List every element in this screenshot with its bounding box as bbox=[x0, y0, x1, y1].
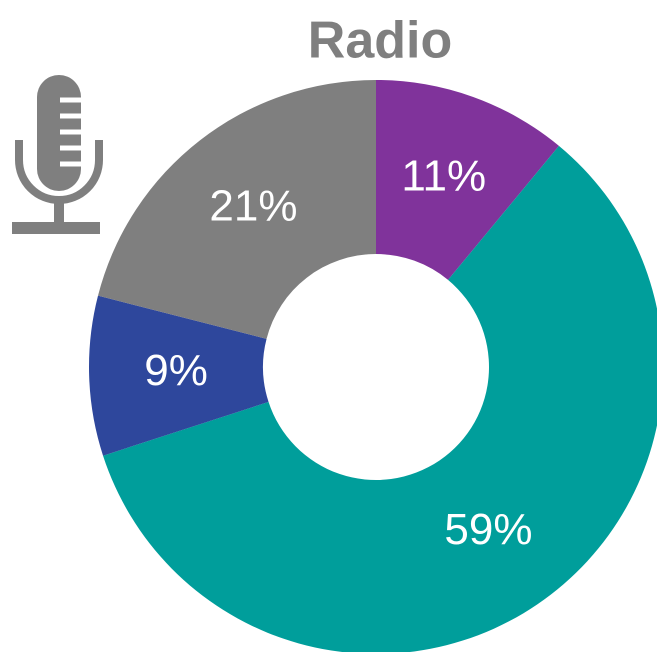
donut-slice bbox=[376, 80, 559, 280]
data-label: 11% bbox=[401, 151, 486, 200]
data-label: 59% bbox=[444, 505, 532, 554]
donut-slice bbox=[103, 145, 657, 652]
donut-slice bbox=[89, 295, 269, 456]
data-label: 9% bbox=[144, 346, 208, 395]
donut-slice bbox=[98, 80, 376, 339]
microphone-icon bbox=[12, 75, 103, 234]
data-label: 21% bbox=[209, 182, 297, 231]
chart-title: Radio bbox=[308, 12, 452, 70]
